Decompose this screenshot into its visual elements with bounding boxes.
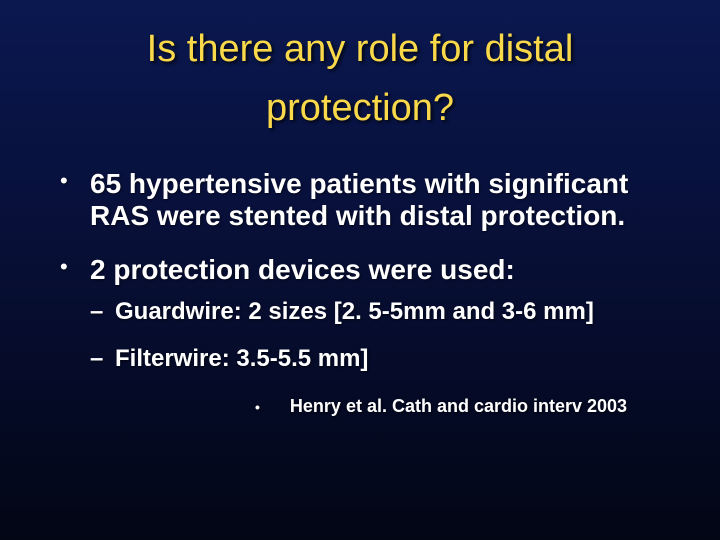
bullet-icon: • [255,399,260,415]
sub-bullet-text: Guardwire: 2 sizes [2. 5-5mm and 3-6 mm] [115,298,594,325]
sub-bullet-list: Guardwire: 2 sizes [2. 5-5mm and 3-6 mm]… [90,298,665,374]
citation-text: Henry et al. Cath and cardio interv 2003 [290,396,627,416]
slide-container: Is there any role for distal protection?… [0,0,720,540]
bullet-text: 65 hypertensive patients with significan… [90,168,628,231]
sub-bullet-text: Filterwire: 3.5-5.5 mm] [115,345,368,372]
bullet-text: 2 protection devices were used: [90,254,515,285]
citation-row: • Henry et al. Cath and cardio interv 20… [55,396,665,417]
slide-title: Is there any role for distal protection? [55,20,665,138]
list-item: 65 hypertensive patients with significan… [55,168,665,232]
bullet-list: 65 hypertensive patients with significan… [55,168,665,374]
sub-list-item: Guardwire: 2 sizes [2. 5-5mm and 3-6 mm] [90,298,665,327]
list-item: 2 protection devices were used: Guardwir… [55,254,665,374]
sub-list-item: Filterwire: 3.5-5.5 mm] [90,345,665,374]
